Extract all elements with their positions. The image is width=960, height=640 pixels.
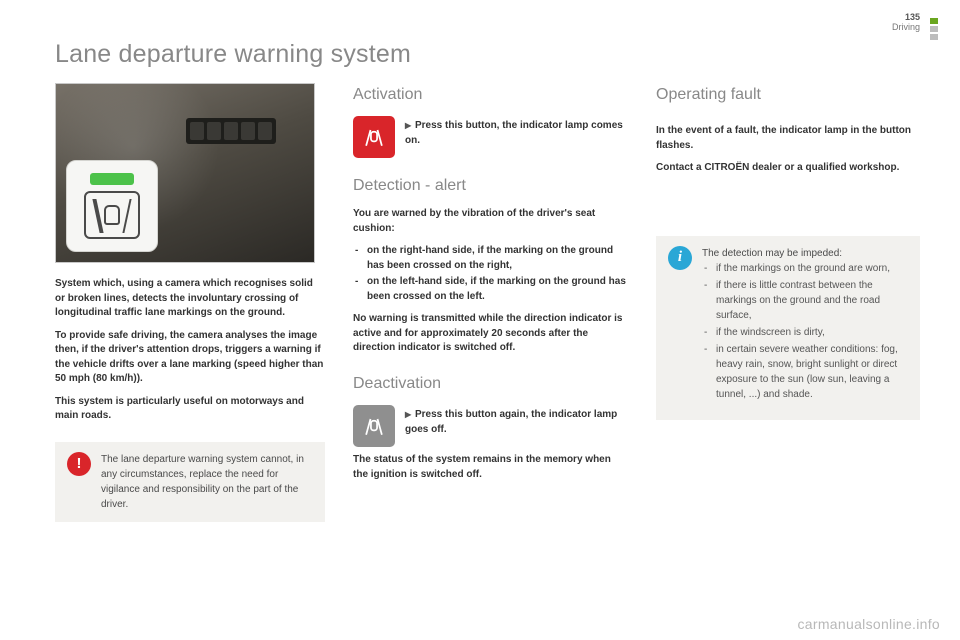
column-operation: Activation Press this button, the indica… (353, 83, 628, 522)
deactivation-button-icon (353, 405, 395, 447)
overview-para-3: This system is particularly useful on mo… (55, 395, 325, 424)
side-tab-markers (930, 18, 938, 42)
list-item: in certain severe weather conditions: fo… (716, 342, 908, 402)
watermark: carmanualsonline.info (798, 616, 941, 632)
deactivation-heading: Deactivation (353, 372, 628, 395)
button-inset-graphic (66, 160, 158, 252)
deactivation-text: Press this button again, the indicator l… (405, 405, 628, 437)
detection-intro: You are warned by the vibration of the d… (353, 207, 628, 236)
detection-after: No warning is transmitted while the dire… (353, 312, 628, 356)
button-bank-graphic (186, 118, 276, 144)
info-icon: i (668, 246, 692, 270)
fault-heading: Operating fault (656, 83, 920, 106)
section-label: Driving (892, 22, 920, 32)
list-item: if the windscreen is dirty, (716, 325, 908, 340)
page-header: 135 Driving (892, 12, 920, 32)
column-fault: Operating fault In the event of a fault,… (656, 83, 920, 522)
list-item: if there is little contrast between the … (716, 278, 908, 323)
info-intro: The detection may be impeded: (702, 246, 908, 261)
fault-para-1: In the event of a fault, the indicator l… (656, 124, 920, 153)
overview-para-1: System which, using a camera which recog… (55, 277, 325, 321)
led-indicator-icon (90, 173, 134, 185)
list-item: on the left-hand side, if the marking on… (367, 275, 628, 304)
overview-para-2: To provide safe driving, the camera anal… (55, 329, 325, 387)
warning-icon: ! (67, 452, 91, 476)
info-note: i The detection may be impeded: if the m… (656, 236, 920, 420)
fault-para-2: Contact a CITROËN dealer or a qualified … (656, 161, 920, 176)
activation-heading: Activation (353, 83, 628, 106)
lane-departure-icon (84, 191, 140, 239)
page-number: 135 (905, 12, 920, 22)
info-list: if the markings on the ground are worn, … (702, 261, 908, 402)
column-overview: System which, using a camera which recog… (55, 83, 325, 522)
activation-button-icon (353, 116, 395, 158)
dashboard-photo (55, 83, 315, 263)
detection-heading: Detection - alert (353, 174, 628, 197)
list-item: if the markings on the ground are worn, (716, 261, 908, 276)
detection-list: on the right-hand side, if the marking o… (353, 244, 628, 304)
activation-text: Press this button, the indicator lamp co… (405, 116, 628, 148)
deactivation-after: The status of the system remains in the … (353, 453, 628, 482)
page-title: Lane departure warning system (55, 40, 920, 69)
warning-note-text: The lane departure warning system cannot… (101, 452, 313, 512)
warning-note: ! The lane departure warning system cann… (55, 442, 325, 522)
list-item: on the right-hand side, if the marking o… (367, 244, 628, 273)
